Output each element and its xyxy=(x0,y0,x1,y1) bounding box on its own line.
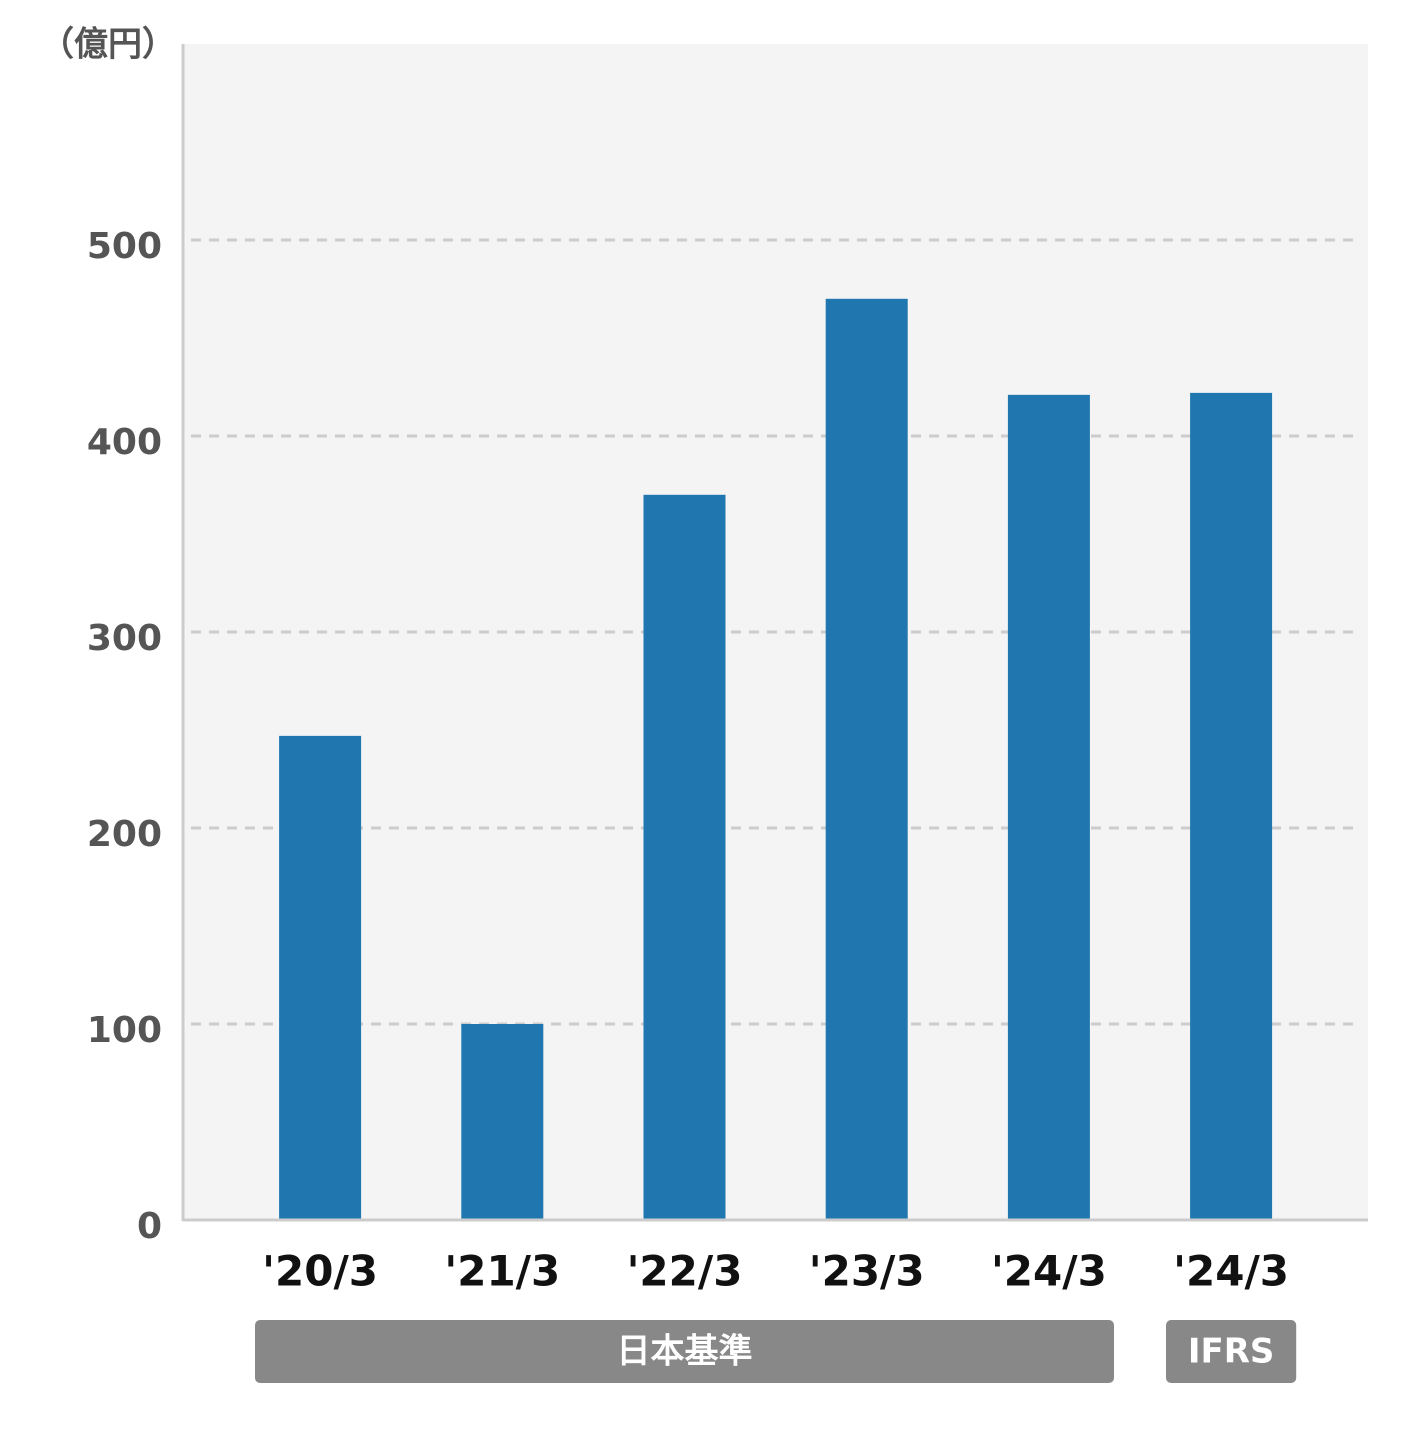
bar xyxy=(643,494,726,1220)
bar xyxy=(461,1024,544,1220)
y-tick-label: 400 xyxy=(87,422,162,463)
x-tick-label: '23/3 xyxy=(809,1247,925,1296)
group-box xyxy=(255,1320,1114,1383)
group-label: 日本基準 xyxy=(617,1332,753,1372)
group-label: IFRS xyxy=(1188,1332,1275,1372)
y-axis-label: （億円） xyxy=(40,25,176,65)
y-tick-label: 100 xyxy=(87,1010,162,1051)
bar xyxy=(279,735,362,1220)
bar xyxy=(1190,392,1273,1220)
x-tick-label: '22/3 xyxy=(627,1247,743,1296)
x-tick-label: '20/3 xyxy=(262,1247,378,1296)
group-box xyxy=(1166,1320,1297,1383)
x-tick-label: '21/3 xyxy=(444,1247,560,1296)
x-tick-label: '24/3 xyxy=(991,1247,1107,1296)
y-tick-label: 200 xyxy=(87,814,162,855)
y-tick-label: 500 xyxy=(87,226,162,267)
y-tick-label: 300 xyxy=(87,618,162,659)
bar xyxy=(825,298,908,1220)
bar xyxy=(1007,394,1090,1221)
x-tick-label: '24/3 xyxy=(1173,1247,1289,1296)
y-tick-label: 0 xyxy=(137,1206,162,1247)
